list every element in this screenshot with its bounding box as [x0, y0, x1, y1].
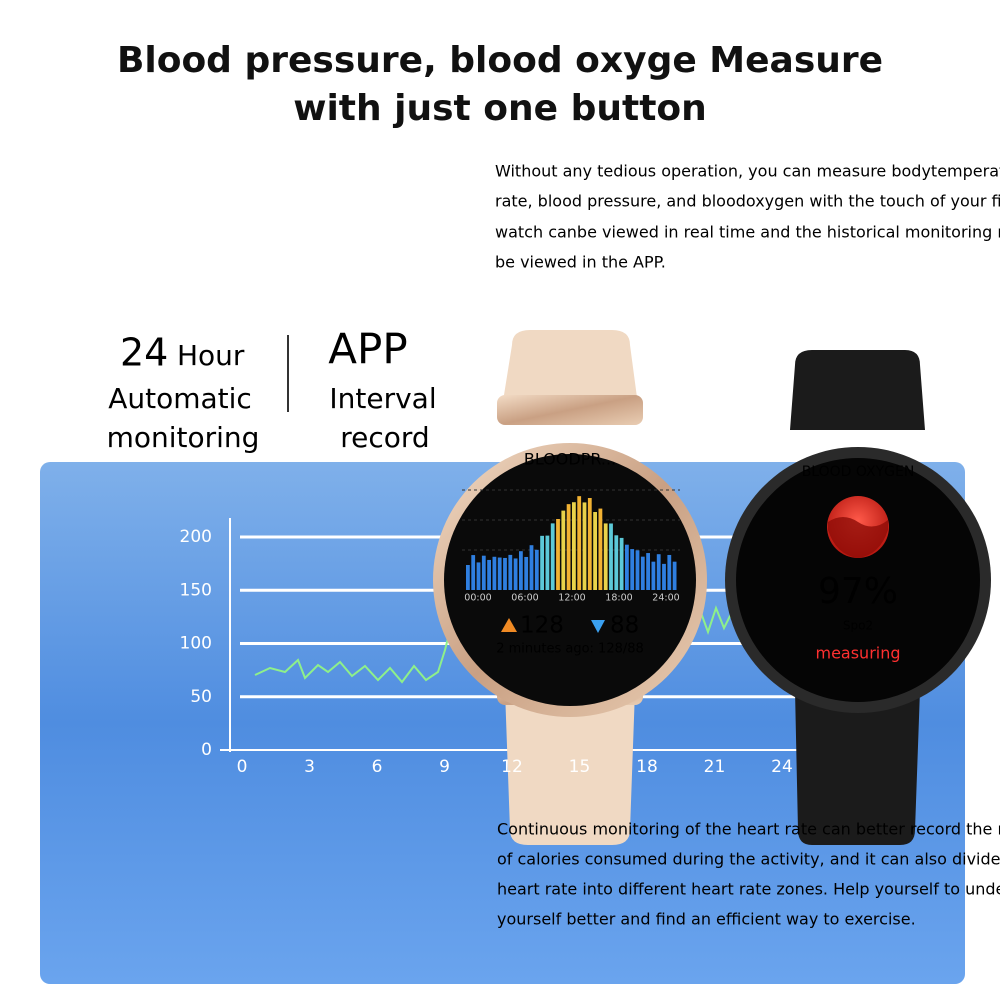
footer-text: Continuous monitoring of the heart rate …	[497, 820, 1000, 839]
time-label: 00:00	[464, 593, 491, 604]
feature-text: Interval	[329, 382, 436, 415]
heart-line	[254, 627, 471, 684]
spo2-value: 97%	[818, 571, 898, 612]
screen-bar	[656, 554, 661, 590]
screen-bar	[519, 551, 523, 590]
feature-number: APP	[328, 325, 407, 374]
screen-bar	[476, 562, 481, 590]
screen-bar	[540, 535, 544, 590]
screen-bar	[640, 556, 645, 590]
description: rate, blood pressure, and bloodoxygen wi…	[495, 192, 1000, 211]
up-arrow	[501, 618, 517, 632]
down-arrow	[591, 620, 605, 633]
x-label: 15	[569, 757, 591, 777]
systolic: 128	[520, 613, 564, 639]
x-label: 3	[304, 757, 315, 777]
x-label: 0	[237, 757, 248, 777]
time-label: 06:00	[511, 593, 538, 604]
screen-bar	[481, 555, 486, 590]
screen-bar	[550, 523, 555, 590]
y-label: 200	[180, 527, 212, 547]
screen	[736, 458, 980, 702]
watch-title: BLOOD OXYGEN	[802, 464, 915, 480]
watch-bp: 00:00 06:00 12:00 18:00 24:00	[433, 330, 707, 845]
screen-bar	[582, 502, 587, 590]
screen-bar	[534, 549, 539, 590]
screen-bar	[603, 523, 608, 590]
feature-unit: Hour	[177, 339, 245, 372]
screen-bar	[609, 523, 613, 590]
note: 2 minutes ago: 128/88	[496, 642, 644, 657]
x-label: 24	[771, 757, 793, 777]
screen-bar	[572, 502, 576, 590]
x-label: 9	[439, 757, 450, 777]
watch-spo2	[725, 350, 991, 845]
screen-bar	[529, 545, 534, 590]
diastolic: 88	[610, 613, 639, 639]
description: watch canbe viewed in real time and the …	[495, 223, 1000, 242]
watch-title: BLOODPR...	[524, 450, 616, 469]
footer-text: of calories consumed during the activity…	[497, 850, 1000, 869]
feature-number: 24	[120, 331, 168, 375]
screen-bar	[471, 555, 476, 590]
screen-bar	[614, 535, 619, 590]
screen-bar	[577, 496, 582, 590]
time-label: 24:00	[652, 593, 679, 604]
title: Blood pressure, blood oxyge Measure	[117, 40, 883, 81]
screen-bar	[672, 561, 677, 590]
feature-text: Automatic	[108, 382, 252, 415]
screen-bar	[593, 512, 597, 590]
screen-bar	[556, 518, 560, 590]
screen-bar	[497, 557, 502, 590]
status: measuring	[815, 644, 900, 663]
screen-bar	[561, 510, 566, 590]
screen-bar	[651, 561, 656, 590]
x-label: 12	[501, 757, 523, 777]
screen-bar	[625, 544, 629, 590]
screen-bar	[545, 535, 550, 590]
screen-bar	[667, 554, 672, 590]
time-label: 12:00	[558, 593, 585, 604]
screen-bar	[492, 556, 497, 590]
screen-bar	[508, 554, 513, 590]
screen-bar	[466, 564, 470, 590]
y-label: 50	[190, 687, 212, 707]
screen-bar	[503, 557, 507, 590]
screen-bar	[566, 504, 571, 590]
feature-text: record	[340, 421, 429, 454]
x-label: 21	[704, 757, 726, 777]
feature-text: monitoring	[107, 421, 260, 454]
time-label: 18:00	[605, 593, 632, 604]
footer-text: heart rate into different heart rate zon…	[497, 880, 1000, 899]
y-label: 0	[201, 740, 212, 760]
footer-text: yourself better and find an efficient wa…	[497, 910, 916, 929]
spo2-label: Spo2	[843, 619, 873, 633]
y-label: 100	[180, 634, 212, 654]
screen-bar	[619, 537, 624, 590]
screen-bar	[587, 497, 592, 590]
description: Without any tedious operation, you can m…	[495, 162, 1000, 181]
x-label: 18	[636, 757, 658, 777]
title: with just one button	[293, 88, 707, 129]
x-label: 6	[372, 757, 383, 777]
screen-bar	[524, 556, 529, 590]
screen-bar	[635, 550, 640, 590]
screen-bar	[513, 558, 518, 590]
screen-bar	[662, 563, 666, 590]
screen-bar	[630, 549, 635, 590]
description: be viewed in the APP.	[495, 253, 666, 272]
strap-bottom	[505, 690, 635, 845]
y-label: 150	[180, 580, 212, 600]
screen-bar	[646, 553, 650, 590]
screen-bar	[487, 559, 491, 590]
screen-bar	[598, 508, 603, 590]
